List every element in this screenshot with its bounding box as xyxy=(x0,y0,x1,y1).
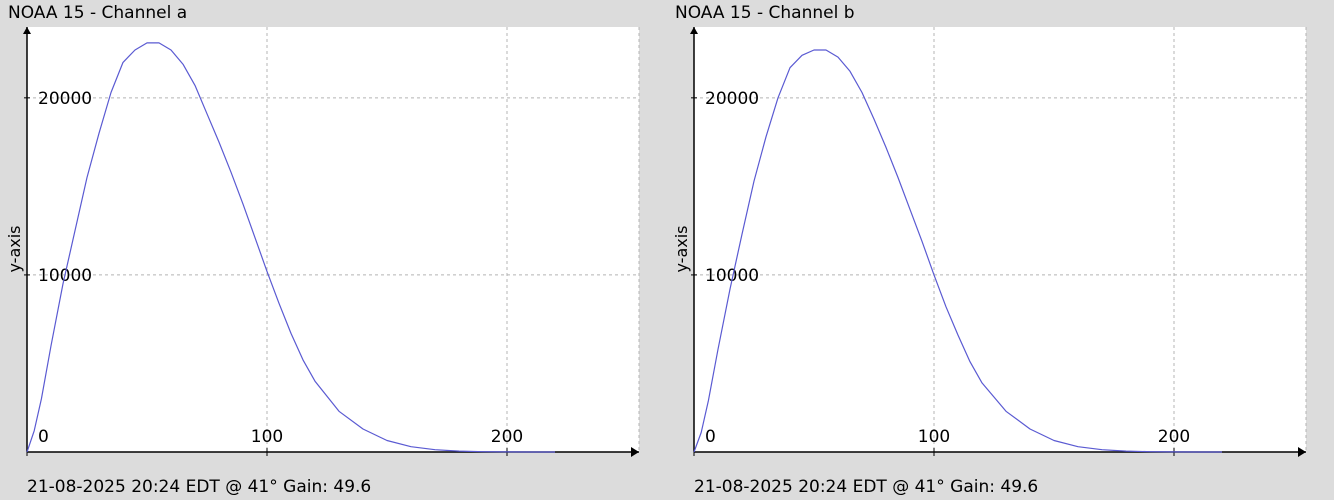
y-tick-label: 20000 xyxy=(705,89,759,109)
plot-area xyxy=(694,27,1306,452)
x-tick-label: 100 xyxy=(918,427,950,447)
x-tick-label: 100 xyxy=(251,427,283,447)
y-axis-label: y-axis xyxy=(5,225,24,272)
series-line xyxy=(693,49,1222,453)
y-tick-label: 10000 xyxy=(705,266,759,286)
x-axis-arrow xyxy=(631,447,639,457)
y-axis-arrow xyxy=(690,27,698,34)
x-tick-label: 0 xyxy=(705,427,716,447)
chart-footer: 21-08-2025 20:24 EDT @ 41° Gain: 49.6 xyxy=(694,477,1039,497)
x-tick-label: 200 xyxy=(1158,427,1190,447)
chart-panel-channel-b: NOAA 15 - Channel b 0 100 200 10000 20000 y-a… xyxy=(667,0,1334,500)
x-tick-label: 0 xyxy=(38,427,49,447)
series-line xyxy=(26,42,555,453)
x-tick-label: 200 xyxy=(491,427,523,447)
chart-channel-b: 0 100 200 10000 20000 y-axis xyxy=(672,27,1307,457)
y-tick-label: 20000 xyxy=(38,89,92,109)
x-axis-arrow xyxy=(1298,447,1306,457)
chart-title: NOAA 15 - Channel b xyxy=(675,3,855,23)
chart-panel-channel-a: NOAA 15 - Channel a 0 100 200 10000 20000 y-a… xyxy=(5,3,640,497)
chart-title: NOAA 15 - Channel a xyxy=(8,3,188,23)
y-axis-label: y-axis xyxy=(672,225,691,272)
chart-footer: 21-08-2025 20:24 EDT @ 41° Gain: 49.6 xyxy=(27,477,372,497)
y-axis-arrow xyxy=(23,27,31,34)
plot-area xyxy=(27,27,639,452)
